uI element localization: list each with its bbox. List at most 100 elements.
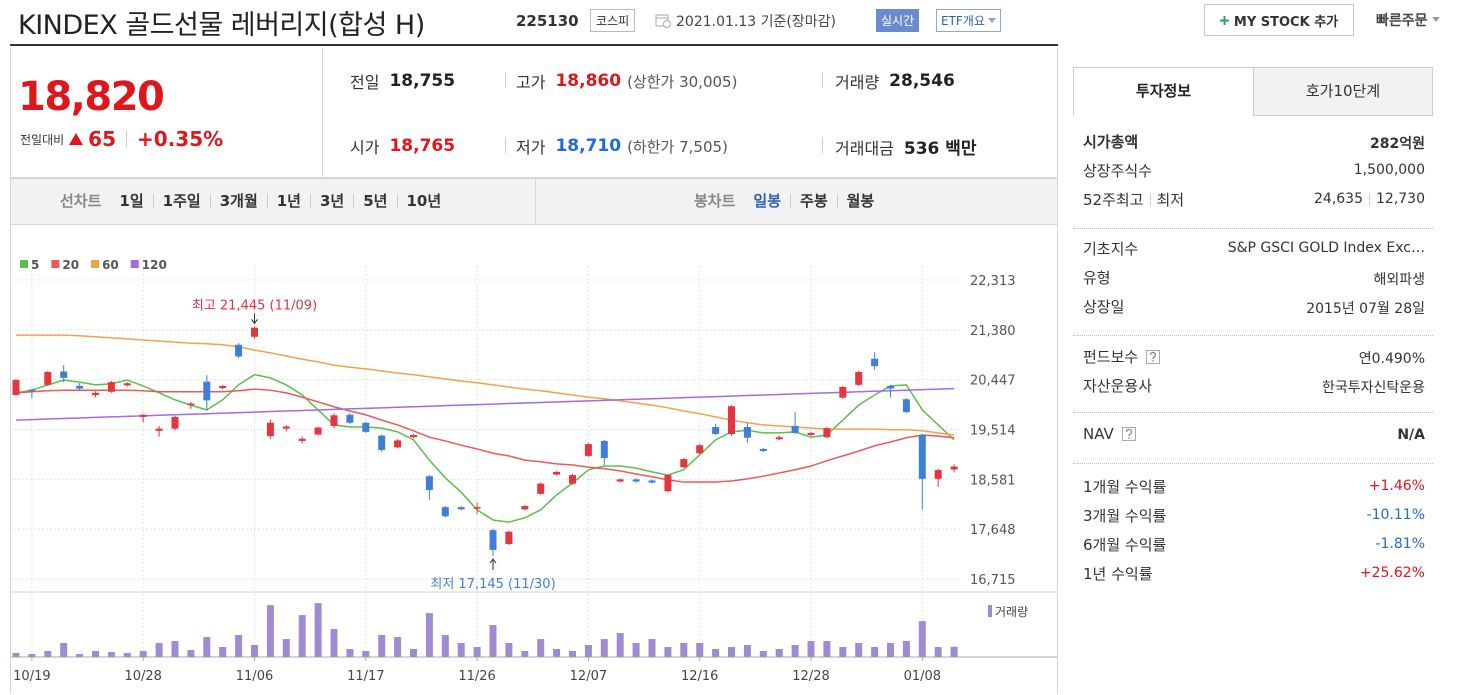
- mystock-button[interactable]: MY STOCK 추가: [1204, 4, 1354, 36]
- x-tick-label: 11/17: [347, 669, 384, 684]
- volume-bar: [314, 603, 322, 657]
- x-tick-label: 12/16: [681, 669, 718, 684]
- quote-item-label: 시가: [350, 138, 380, 157]
- candle-body: [266, 422, 274, 437]
- change-value: 65: [88, 127, 117, 151]
- legend-label: 60: [102, 258, 119, 272]
- quote-item-value: 18,755: [389, 71, 456, 91]
- quote-item: 전일 18,755: [350, 69, 455, 93]
- volume-bar: [600, 639, 608, 657]
- candle-body: [219, 385, 227, 389]
- annotation-high: 최고 21,445 (11/09): [192, 298, 317, 313]
- side-separator: [1073, 463, 1433, 464]
- candle-body: [489, 530, 497, 550]
- side-label-text: NAV: [1083, 425, 1114, 443]
- candle-body: [950, 466, 958, 470]
- candle-body: [918, 435, 926, 479]
- help-icon[interactable]: [1146, 349, 1161, 364]
- candle-body: [12, 380, 20, 395]
- period-group: 선차트 1일 1주일 3개월 1년 3년 5년 10년: [60, 190, 441, 211]
- period-option[interactable]: 월봉: [846, 192, 875, 210]
- side-label: 1개월 수익률: [1083, 476, 1166, 497]
- period-option[interactable]: 5년: [363, 192, 388, 210]
- period-option[interactable]: 1년: [276, 192, 301, 210]
- volume-bar: [823, 641, 831, 657]
- volume-bar: [839, 647, 847, 657]
- candle-body: [203, 381, 211, 401]
- volume-bar: [298, 615, 306, 657]
- side-label-text: 최저: [1156, 191, 1185, 209]
- stock-title: KINDEX 골드선물 레버리지(합성 H): [18, 10, 425, 41]
- period-option[interactable]: 일봉: [753, 192, 782, 210]
- side-value: +1.46%: [1369, 478, 1425, 494]
- side-tab[interactable]: 호가10단계: [1253, 67, 1433, 116]
- side-tab[interactable]: 투자정보: [1073, 67, 1254, 115]
- volume-bar: [950, 646, 958, 657]
- quote-item-note: (상한가 30,005): [627, 72, 738, 91]
- separator: [790, 193, 792, 208]
- separator: [505, 72, 506, 88]
- volume-bar: [871, 647, 879, 657]
- candle-body: [473, 507, 481, 509]
- volume-bar: [616, 633, 624, 657]
- candle-body: [410, 435, 417, 438]
- period-option[interactable]: 1주일: [162, 192, 201, 210]
- mystock-label[interactable]: MY STOCK 추가: [1233, 14, 1339, 30]
- candle-body: [505, 531, 513, 545]
- quick-order[interactable]: 빠른주문: [1376, 10, 1440, 30]
- side-label-text: 6개월 수익률: [1083, 536, 1167, 554]
- legend-label: 20: [62, 258, 79, 272]
- separator: [152, 193, 154, 208]
- volume-bar: [775, 649, 783, 657]
- candle-body: [648, 480, 656, 483]
- side-label-text: 3개월 수익률: [1083, 507, 1167, 525]
- etf-menu[interactable]: ETF개요: [936, 9, 1001, 32]
- candle-body: [92, 392, 99, 395]
- separator: [310, 193, 311, 208]
- period-group-label: 선차트: [60, 192, 102, 210]
- side-label-text: 52주최고: [1083, 191, 1144, 209]
- candle-body: [362, 422, 370, 432]
- quote-item: 시가 18,765: [350, 134, 455, 158]
- candle-body: [902, 399, 910, 413]
- x-tick-label: 10/28: [124, 669, 161, 684]
- realtime-badge[interactable]: 실시간: [876, 9, 920, 32]
- side-value-text: 282억원: [1370, 136, 1425, 152]
- period-option[interactable]: 3개월: [219, 192, 258, 210]
- volume-bar: [441, 635, 449, 657]
- volume-bar: [282, 639, 290, 657]
- legend-swatch: [51, 260, 60, 268]
- y-tick-label: 22,313: [970, 274, 1016, 289]
- candle-body: [123, 383, 131, 386]
- y-tick-label: 19,514: [970, 424, 1016, 439]
- side-label: 펀드보수: [1083, 346, 1161, 367]
- volume-bar: [759, 651, 767, 657]
- legend-swatch: [20, 260, 28, 268]
- quick-order-label[interactable]: 빠른주문: [1376, 13, 1428, 29]
- side-value-text: 해외파생: [1373, 272, 1425, 288]
- side-value: 24,635 12,730: [1314, 191, 1425, 207]
- side-value: 한국투자신탁운용: [1322, 377, 1425, 397]
- chart: 22,313 21,380 20,447 19,514 18,581 17,648 16,7…: [10, 258, 1057, 684]
- side-value: +25.62%: [1360, 565, 1425, 581]
- help-icon[interactable]: [1121, 427, 1136, 441]
- y-tick-label: 17,648: [970, 523, 1016, 538]
- quote-item-label: 거래량: [835, 73, 880, 92]
- etf-menu-label[interactable]: ETF개요: [941, 14, 985, 28]
- separator: [353, 193, 355, 208]
- period-option[interactable]: 10년: [406, 192, 442, 210]
- volume-bar: [473, 647, 481, 657]
- change-row: 전일대비 65 +0.35%: [20, 127, 223, 151]
- period-option[interactable]: 주봉: [800, 192, 828, 210]
- period-bar: [10, 178, 1058, 225]
- volume-bar: [60, 643, 68, 657]
- separator: [126, 131, 128, 147]
- side-value: N/A: [1397, 427, 1425, 443]
- side-value-text: +25.62%: [1359, 565, 1425, 581]
- period-option[interactable]: 1일: [119, 192, 144, 210]
- volume-bar: [569, 651, 576, 657]
- side-value-text: 2015년 07월 28일: [1306, 301, 1425, 317]
- period-option[interactable]: 3년: [320, 192, 345, 210]
- side-label: 상장주식수: [1083, 160, 1152, 181]
- side-separator: [1073, 335, 1433, 336]
